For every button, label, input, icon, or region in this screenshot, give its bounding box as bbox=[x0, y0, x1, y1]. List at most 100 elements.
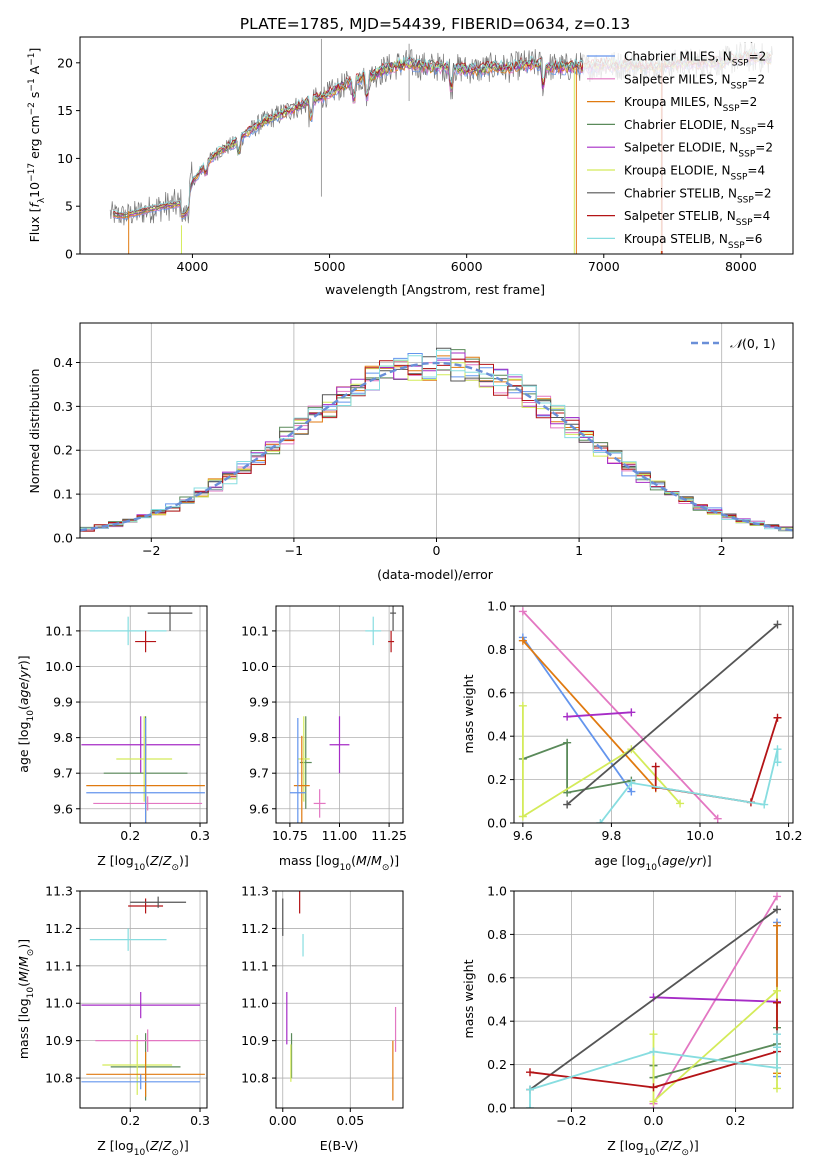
error-bar-point bbox=[81, 1074, 201, 1090]
legend-label: Chabrier STELIB, NSSP=2 bbox=[624, 186, 772, 205]
x-tick-label: 0 bbox=[433, 543, 441, 558]
y-tick-label: 0.8 bbox=[487, 642, 507, 657]
legend-label: Chabrier MILES, NSSP=2 bbox=[624, 50, 766, 69]
x-tick-label: −2 bbox=[142, 543, 160, 558]
x-tick-label: 9.6 bbox=[513, 828, 533, 843]
axes-frame bbox=[275, 890, 404, 1109]
y-axis-label: Normed distribution bbox=[27, 369, 42, 494]
error-bar-point bbox=[329, 716, 350, 774]
error-bar-point bbox=[289, 718, 306, 823]
y-tick-label: 11.0 bbox=[241, 996, 269, 1011]
weight-marker bbox=[649, 1047, 658, 1056]
plot-area bbox=[289, 606, 397, 823]
weight-marker bbox=[649, 1030, 658, 1039]
plot-area bbox=[526, 892, 781, 1108]
weight-marker bbox=[627, 708, 636, 717]
x-tick-label: 11.25 bbox=[371, 828, 407, 843]
y-tick-label: 0.6 bbox=[487, 685, 507, 700]
weight-series-line bbox=[522, 741, 632, 794]
x-tick-label: 0.05 bbox=[336, 1113, 364, 1128]
panel-residuals: −2 −1 0 1 2 0.0 0.1 0.2 0.3 0.4 𝒩(0, 1) (data-model… bbox=[27, 322, 794, 582]
panel-spectrum: Chabrier MILES, NSSP=2 Salpeter MILES, NS… bbox=[27, 36, 794, 297]
x-tick-label: 0.2 bbox=[120, 1113, 140, 1128]
plot-area bbox=[518, 607, 782, 823]
error-bar-point bbox=[293, 735, 310, 823]
error-bar-point bbox=[147, 606, 193, 631]
y-tick-label: 0.6 bbox=[487, 970, 507, 985]
x-axis-label: age [log10(age/yr)] bbox=[594, 853, 711, 873]
y-tick-label: 0.4 bbox=[487, 1014, 507, 1029]
weight-marker bbox=[651, 762, 660, 771]
x-tick-label: −0.2 bbox=[556, 1113, 586, 1128]
plot-area bbox=[80, 347, 793, 532]
y-tick-label: 0.0 bbox=[53, 531, 73, 546]
weight-marker bbox=[563, 800, 572, 809]
weight-marker bbox=[518, 607, 527, 616]
x-tick-label: −1 bbox=[285, 543, 303, 558]
plot-area bbox=[81, 606, 205, 823]
error-bar-point bbox=[86, 1051, 205, 1097]
legend-label: Kroupa MILES, NSSP=2 bbox=[624, 95, 757, 114]
panel-mass-vs-EBV: 0.00 0.05 10.8 10.9 11.0 11.1 11.2 11.3 E(B-V) bbox=[241, 884, 404, 1153]
weight-marker bbox=[563, 738, 572, 747]
error-bar-point bbox=[365, 616, 382, 646]
y-tick-label: 10.1 bbox=[45, 623, 73, 638]
y-tick-label: 11.3 bbox=[241, 884, 269, 899]
weight-marker bbox=[773, 620, 782, 629]
y-tick-label: 10.8 bbox=[45, 1071, 73, 1086]
y-tick-label: 11.3 bbox=[45, 884, 73, 899]
y-tick-label: 10.8 bbox=[241, 1071, 269, 1086]
y-tick-label: 0.4 bbox=[53, 355, 73, 370]
y-axis-label: mass weight bbox=[461, 674, 476, 753]
weight-series-line bbox=[567, 711, 632, 718]
error-bar-point bbox=[297, 716, 310, 802]
x-tick-label: 0.2 bbox=[120, 828, 140, 843]
error-bar-point bbox=[89, 616, 167, 646]
x-tick-label: 1 bbox=[575, 543, 583, 558]
y-tick-label: 0.0 bbox=[487, 816, 507, 831]
weight-marker bbox=[518, 636, 527, 645]
x-tick-label: 9.8 bbox=[601, 828, 621, 843]
y-tick-label: 11.1 bbox=[45, 958, 73, 973]
weight-series-line bbox=[529, 1002, 778, 1089]
y-tick-label: 15 bbox=[57, 103, 73, 118]
error-bar-point bbox=[128, 898, 164, 914]
x-tick-label: 0.2 bbox=[726, 1113, 746, 1128]
weight-marker bbox=[518, 701, 527, 710]
y-tick-label: 0 bbox=[65, 247, 73, 262]
y-tick-label: 11.2 bbox=[45, 921, 73, 936]
panel-age-vs-Z: 0.2 0.3 9.6 9.7 9.8 9.9 10.0 10.1 Z [log10(Z/Z⊙)… bbox=[16, 605, 210, 873]
y-tick-label: 10.1 bbox=[241, 623, 269, 638]
weight-marker bbox=[596, 819, 605, 823]
y-tick-label: 20 bbox=[57, 55, 73, 70]
y-tick-label: 9.9 bbox=[53, 695, 73, 710]
weight-marker bbox=[773, 713, 782, 722]
y-tick-label: 0.0 bbox=[487, 1101, 507, 1116]
x-tick-label: 2 bbox=[718, 543, 726, 558]
y-tick-label: 9.7 bbox=[53, 766, 73, 781]
legend-box bbox=[583, 43, 788, 251]
y-tick-label: 9.7 bbox=[249, 766, 269, 781]
weight-marker bbox=[713, 814, 722, 823]
y-tick-label: 11.2 bbox=[241, 921, 269, 936]
y-tick-label: 11.0 bbox=[45, 996, 73, 1011]
panel-age-vs-mass: 10.75 11.00 11.25 9.6 9.7 9.8 9.9 10.0 10.1 mass … bbox=[241, 605, 407, 873]
x-axis-label: mass [log10(M/M⊙)] bbox=[279, 853, 399, 873]
legend-label: Salpeter ELODIE, NSSP=2 bbox=[624, 141, 773, 160]
x-axis-label: Z [log10(Z/Z⊙)] bbox=[97, 1138, 189, 1158]
x-tick-label: 0.3 bbox=[190, 1113, 210, 1128]
x-axis-label: wavelength [Angstrom, rest frame] bbox=[325, 282, 545, 297]
y-tick-label: 9.8 bbox=[249, 730, 269, 745]
panel-mass-vs-Z: 0.2 0.3 10.8 10.9 11.0 11.1 11.2 11.3 Z [log10(Z… bbox=[16, 884, 210, 1159]
weight-marker bbox=[772, 1030, 781, 1039]
weight-marker bbox=[649, 1083, 658, 1092]
error-bar-point bbox=[388, 630, 395, 653]
panel-massweight-vs-age: 9.6 9.8 10.0 10.2 0.0 0.2 0.4 0.6 0.8 1.0 age [log… bbox=[461, 599, 802, 874]
x-tick-label: 10.0 bbox=[686, 828, 714, 843]
axes-frame bbox=[513, 605, 794, 824]
error-bar-point bbox=[86, 718, 205, 823]
y-tick-label: 10.9 bbox=[241, 1033, 269, 1048]
panel-massweight-vs-Z: −0.2 0.0 0.2 0.0 0.2 0.4 0.6 0.8 1.0 Z [log10(Z/Z… bbox=[461, 884, 794, 1158]
normal-reference-curve bbox=[80, 361, 793, 532]
